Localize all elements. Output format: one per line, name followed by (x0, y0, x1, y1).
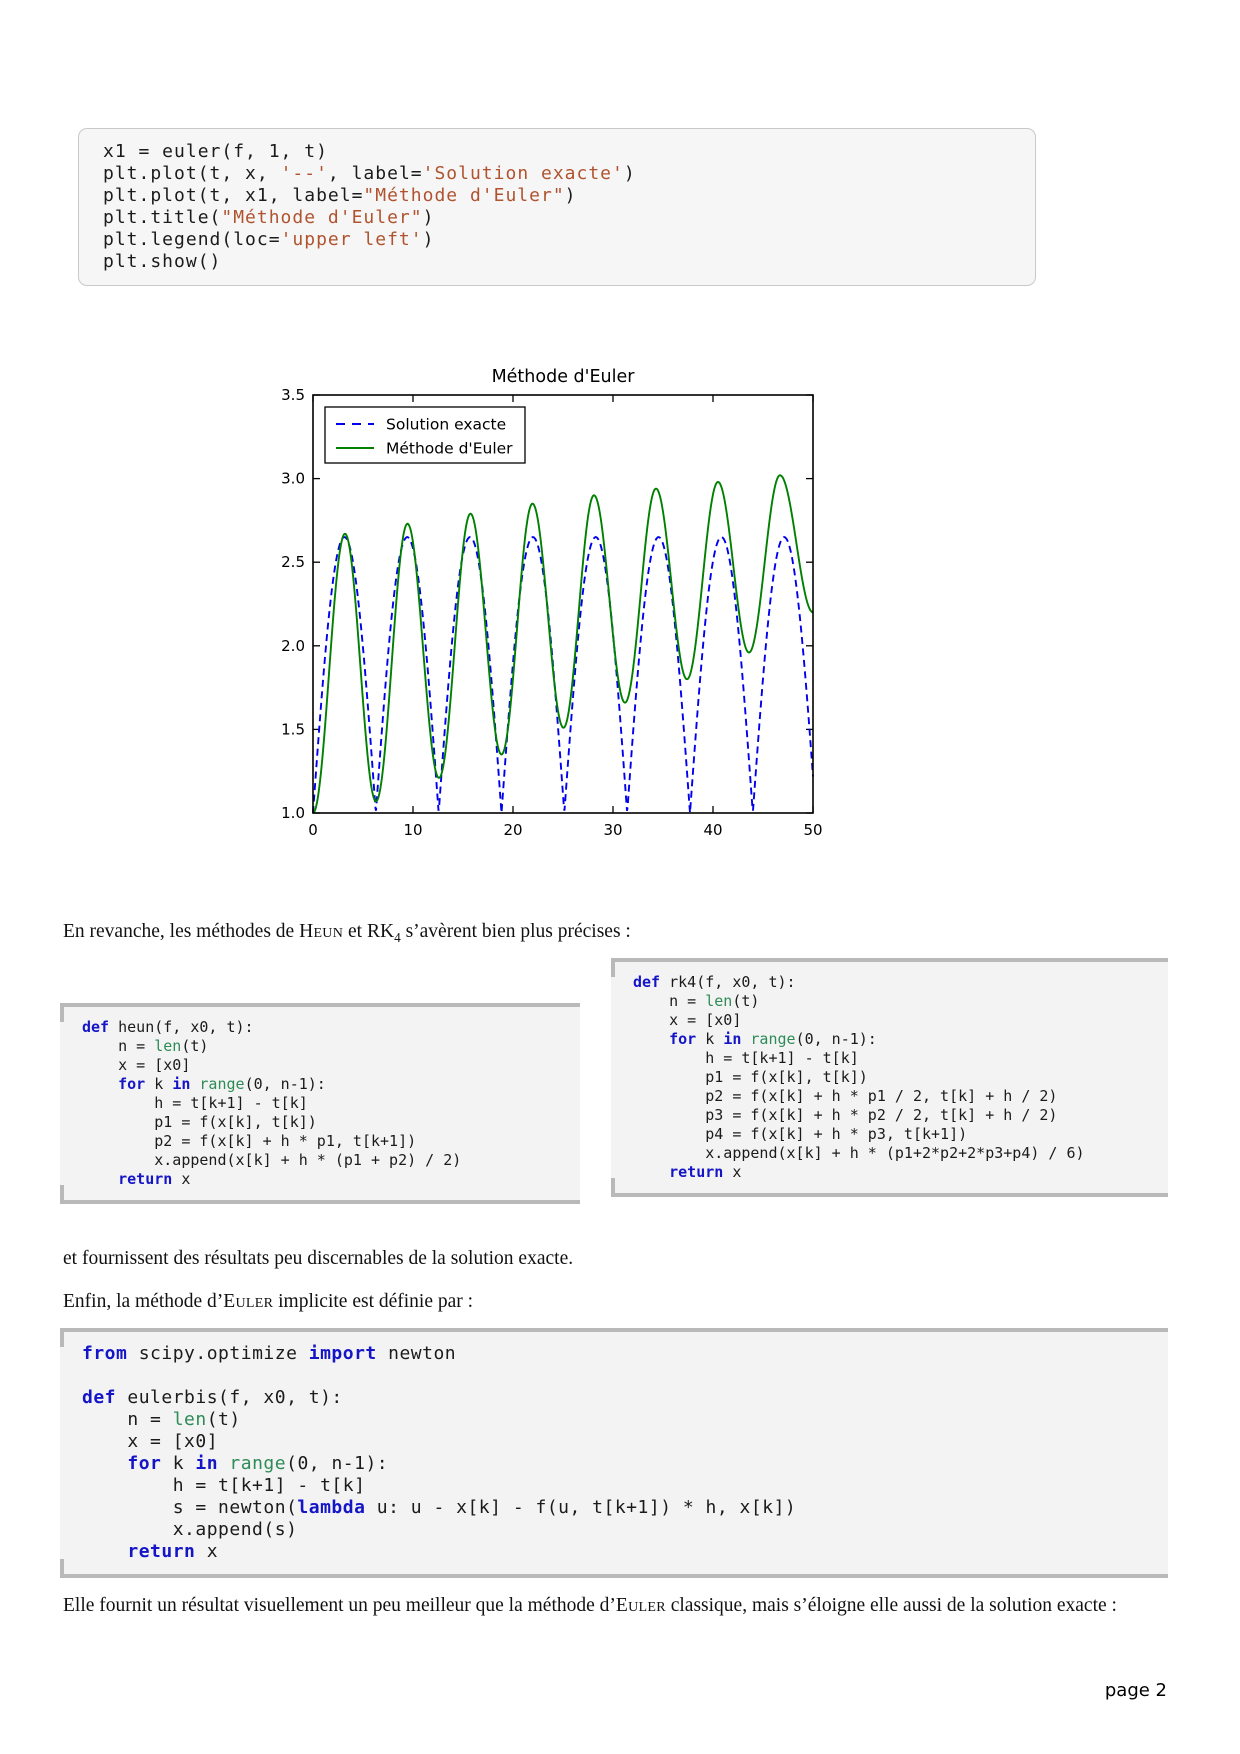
legend-label: Méthode d'Euler (386, 440, 513, 458)
page-number: page 2 (1104, 1680, 1167, 1701)
code-line: p1 = f(x[k], t[k]) (82, 1113, 317, 1131)
code-block-rk4: def rk4(f, x0, t): n = len(t) x = [x0] f… (611, 958, 1168, 1197)
code-line: x.append(x[k] + h * (p1 + p2) / 2) (82, 1151, 462, 1169)
code-line: n = len(t) (82, 1409, 241, 1430)
x-tick-label: 10 (403, 821, 422, 839)
code-line: h = t[k+1] - t[k] (82, 1094, 308, 1112)
series-m-thode-d-euler (312, 474, 814, 814)
code-line: x1 = euler(f, 1, t) (103, 141, 328, 162)
x-tick-label: 50 (803, 821, 822, 839)
y-tick-label: 1.0 (281, 804, 305, 822)
code-line: plt.plot(t, x, '--', label='Solution exa… (103, 163, 636, 184)
series-solution-exacte (312, 536, 814, 814)
chart-legend: Solution exacte Méthode d'Euler (324, 406, 526, 464)
code-line: p4 = f(x[k] + h * p3, t[k+1]) (633, 1125, 968, 1143)
y-tick-label: 2.0 (281, 637, 305, 655)
x-tick-label: 20 (503, 821, 522, 839)
code-line: def eulerbis(f, x0, t): (82, 1387, 343, 1408)
code-line: def rk4(f, x0, t): (633, 973, 796, 991)
code-line: plt.plot(t, x1, label="Méthode d'Euler") (103, 185, 577, 206)
euler-method-chart: Méthode d'Euler 0 10 20 30 40 50 1.0 1.5 2.0 2.5 3.… (281, 367, 822, 839)
code-line: p2 = f(x[k] + h * p1 / 2, t[k] + h / 2) (633, 1087, 1058, 1105)
x-tick-label: 40 (703, 821, 722, 839)
code-line: plt.title("Méthode d'Euler") (103, 207, 435, 228)
code-block-euler-plot: x1 = euler(f, 1, t) plt.plot(t, x, '--', … (78, 128, 1036, 286)
code-line: return x (669, 1163, 742, 1181)
para-euler-implicite: Enfin, la méthode d’Euler implicite est … (63, 1291, 474, 1312)
code-line: x.append(s) (82, 1519, 298, 1540)
para-resultats: et fournissent des résultats peu discern… (63, 1248, 574, 1269)
code-line: p2 = f(x[k] + h * p1, t[k+1]) (82, 1132, 417, 1150)
y-tick-label: 3.5 (281, 386, 305, 404)
code-line: for k in range(0, n-1): (127, 1453, 389, 1474)
code-block-euler-implicit: from scipy.optimize import newton def eu… (60, 1328, 1168, 1578)
y-tick-label: 2.5 (281, 553, 305, 571)
legend-box (324, 406, 526, 464)
code-line: return x (118, 1170, 191, 1188)
legend-label: Solution exacte (386, 416, 506, 434)
x-tick-label: 0 (308, 821, 318, 839)
y-tick-label: 3.0 (281, 470, 305, 488)
code-line: n = len(t) (633, 992, 760, 1010)
x-tick-label: 30 (603, 821, 622, 839)
code-line: p3 = f(x[k] + h * p2 / 2, t[k] + h / 2) (633, 1106, 1058, 1124)
code-line: p1 = f(x[k], t[k]) (633, 1068, 868, 1086)
code-line: return x (127, 1541, 219, 1562)
code-line: h = t[k+1] - t[k] (82, 1475, 366, 1496)
code-line: x.append(x[k] + h * (p1+2*p2+2*p3+p4) / … (633, 1144, 1085, 1162)
para-elle-fournit: Elle fournit un résultat visuellement un… (63, 1595, 1117, 1616)
code-line: s = newton(lambda u: u - x[k] - f(u, t[k… (82, 1497, 797, 1518)
y-tick-label: 1.5 (281, 720, 305, 738)
para-heun-rk4: En revanche, les méthodes de Heun et RK4… (63, 921, 631, 945)
chart-title: Méthode d'Euler (492, 367, 636, 387)
code-line: x = [x0] (633, 1011, 742, 1029)
code-line: from scipy.optimize import newton (82, 1343, 457, 1364)
code-line: for k in range(0, n-1): (669, 1030, 877, 1048)
code-line: h = t[k+1] - t[k] (633, 1049, 859, 1067)
code-line: def heun(f, x0, t): (82, 1018, 254, 1036)
code-line: plt.legend(loc='upper left') (103, 229, 435, 250)
code-line: x = [x0] (82, 1056, 191, 1074)
code-line: x = [x0] (82, 1431, 219, 1452)
code-line: for k in range(0, n-1): (118, 1075, 326, 1093)
euler-method-figure: Méthode d'Euler 0 10 20 30 40 50 1.0 1.5 2.0 2.5 3.… (255, 352, 835, 857)
code-block-heun: def heun(f, x0, t): n = len(t) x = [x0] … (60, 1003, 580, 1204)
code-line: plt.show() (103, 251, 222, 272)
plot-frame (312, 394, 814, 814)
code-line: n = len(t) (82, 1037, 209, 1055)
code-line (82, 1365, 1154, 1387)
